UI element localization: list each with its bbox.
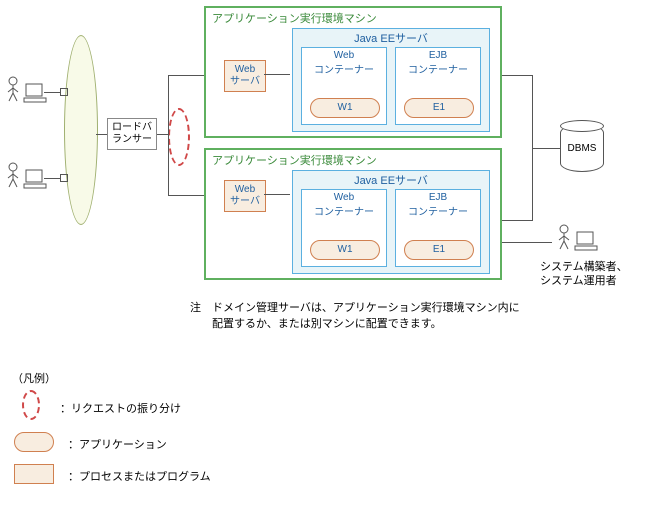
legend-request-label: ：リクエストの振り分け (60, 400, 181, 416)
request-distribution-oval (168, 108, 190, 166)
web-container-bottom: Web コンテーナー W1 (301, 189, 387, 267)
web-server-label-top: Web サーバ (230, 64, 260, 87)
user-icon-bottom (4, 160, 50, 194)
javaee-box-top: Java EEサーバ Web コンテーナー W1 EJB コンテーナー E1 (292, 28, 490, 132)
legend-process-shape (14, 464, 54, 484)
ejb-container-bottom: EJB コンテーナー E1 (395, 189, 481, 267)
web-container-label-top: Web コンテーナー (314, 50, 374, 76)
web-container-top: Web コンテーナー W1 (301, 47, 387, 125)
client-network-oval (64, 35, 98, 225)
web-server-top: Web サーバ (224, 60, 266, 92)
javaee-title-bottom: Java EEサーバ (293, 171, 489, 189)
web-server-label-bottom: Web サーバ (230, 184, 260, 207)
web-container-label-bottom: Web コンテーナー (314, 192, 374, 218)
load-balancer-label: ロードバ ランサー (112, 122, 152, 145)
load-balancer: ロードバ ランサー (107, 118, 157, 150)
ejb-container-top: EJB コンテーナー E1 (395, 47, 481, 125)
legend-title: （凡例） (12, 370, 56, 386)
connector-square-1 (60, 88, 68, 96)
app-machine-top: アプリケーション実行環境マシン Web サーバ Java EEサーバ Web コ… (204, 6, 502, 138)
ejb-container-label-top: EJB コンテーナー (408, 50, 468, 76)
legend-dashed-oval (22, 390, 40, 420)
note-text: 注 ドメイン管理サーバは、アプリケーション実行環境マシン内に 配置するか、または… (190, 300, 520, 332)
app-machine-title-bottom: アプリケーション実行環境マシン (206, 150, 500, 170)
legend-app-label: ：アプリケーション (68, 436, 167, 452)
legend-app-shape (14, 432, 54, 452)
connector-square-2 (60, 174, 68, 182)
web-instance-top: W1 (310, 98, 380, 118)
legend-process-label: ：プロセスまたはプログラム (68, 468, 211, 484)
ejb-container-label-bottom: EJB コンテーナー (408, 192, 468, 218)
admin-user-icon (555, 222, 601, 256)
app-machine-bottom: アプリケーション実行環境マシン Web サーバ Java EEサーバ Web コ… (204, 148, 502, 280)
web-instance-bottom: W1 (310, 240, 380, 260)
admin-label: システム構築者、 システム運用者 (540, 260, 628, 288)
javaee-title-top: Java EEサーバ (293, 29, 489, 47)
dbms-top-ellipse (560, 120, 604, 132)
ejb-instance-bottom: E1 (404, 240, 474, 260)
web-server-bottom: Web サーバ (224, 180, 266, 212)
ejb-instance-top: E1 (404, 98, 474, 118)
user-icon-top (4, 74, 50, 108)
javaee-box-bottom: Java EEサーバ Web コンテーナー W1 EJB コンテーナー E1 (292, 170, 490, 274)
dbms-label: DBMS (568, 143, 597, 154)
app-machine-title-top: アプリケーション実行環境マシン (206, 8, 500, 28)
